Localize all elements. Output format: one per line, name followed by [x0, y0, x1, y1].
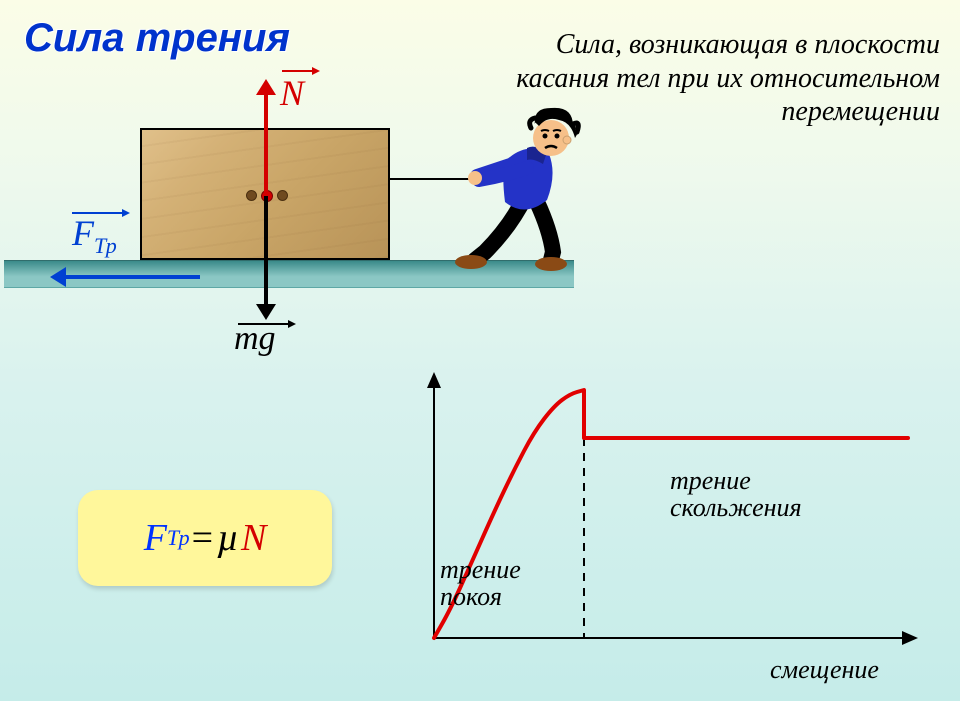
- friction-graph: [398, 370, 928, 680]
- formula-box: FТр = µN: [78, 490, 332, 586]
- formula-N: N: [241, 516, 266, 560]
- friction-arrowhead: [50, 267, 66, 287]
- friction-arrow: [64, 275, 200, 279]
- friction-overbar-head: [122, 209, 130, 217]
- page-title: Сила трения: [24, 16, 290, 61]
- formula-mu: µ: [217, 516, 241, 560]
- friction-label-F: F: [72, 213, 94, 253]
- friction-label: FТр: [72, 212, 117, 259]
- graph-sliding-label: трениескольжения: [670, 467, 890, 522]
- formula-F-sub: Тр: [167, 525, 190, 551]
- block-lug-left: [246, 190, 257, 201]
- person-pulling: [455, 102, 605, 272]
- formula-F: F: [144, 516, 167, 560]
- normal-force-overbar-head: [312, 67, 320, 75]
- formula-eq: =: [190, 516, 217, 560]
- normal-force-arrow: [264, 93, 268, 193]
- weight-arrow: [264, 196, 268, 306]
- normal-force-arrowhead: [256, 79, 276, 95]
- weight-arrowhead: [256, 304, 276, 320]
- normal-force-label: N: [280, 72, 304, 114]
- graph-static-label: трениепокоя: [440, 556, 600, 611]
- weight-overbar-head: [288, 320, 296, 328]
- weight-label: mg: [234, 320, 276, 358]
- friction-label-sub: Тр: [94, 233, 117, 258]
- graph-x-axis-label: смещение: [770, 655, 879, 685]
- block-lug-right: [277, 190, 288, 201]
